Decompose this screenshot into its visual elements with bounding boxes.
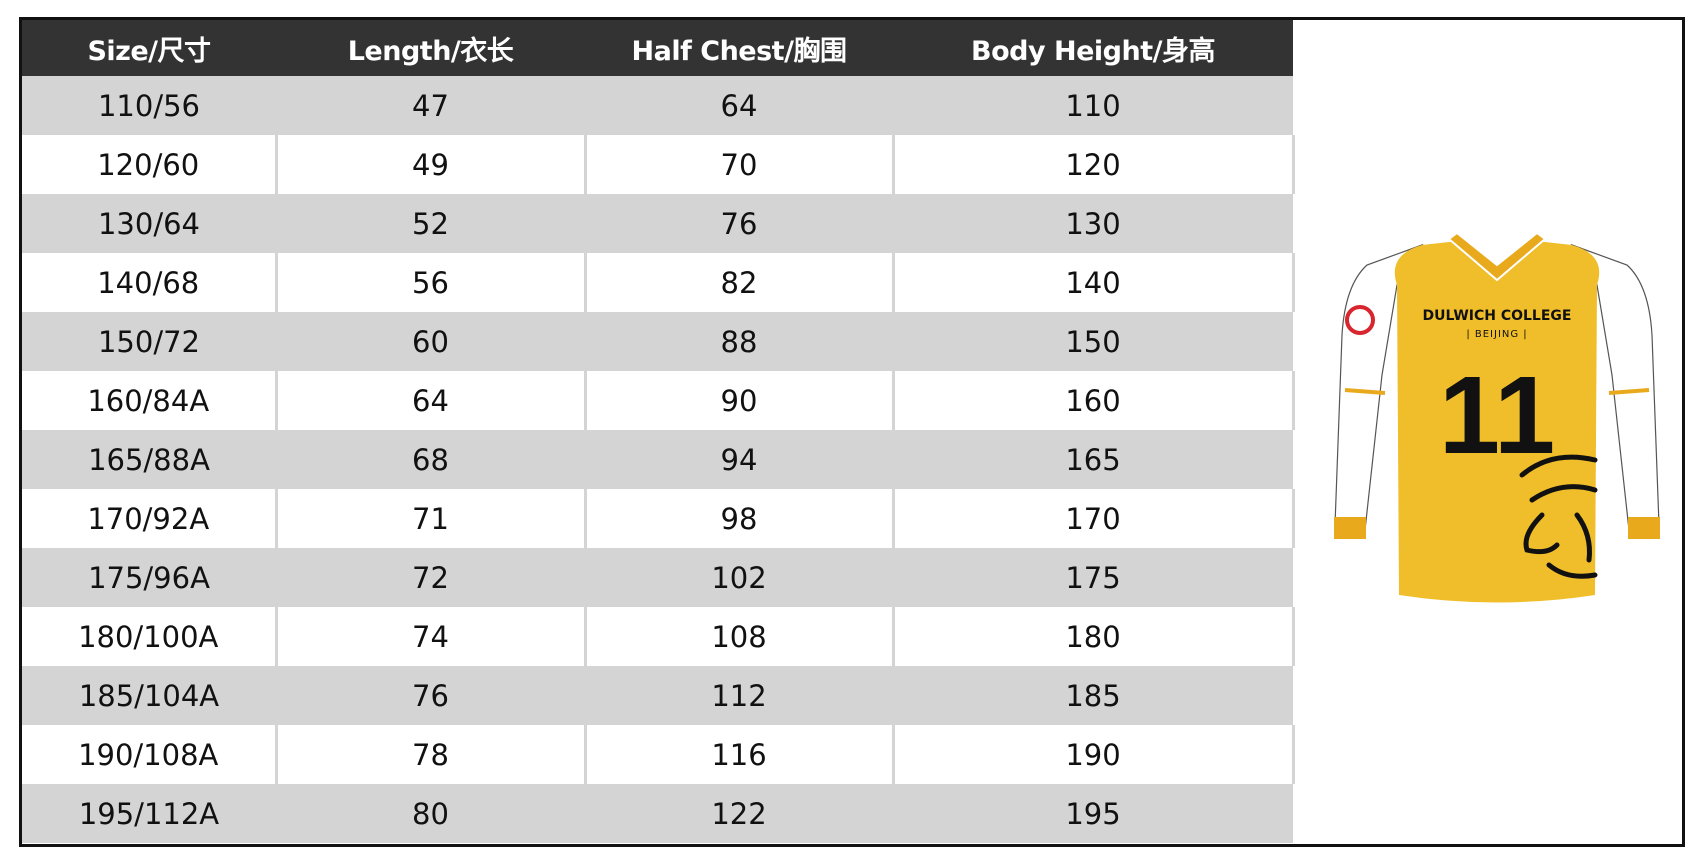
cell-body-height: 180 — [891, 607, 1295, 666]
cell-body-height: 120 — [891, 135, 1295, 194]
cell-size: 140/68 — [22, 253, 278, 312]
left-cuff — [1334, 517, 1366, 539]
collar — [1447, 231, 1547, 282]
header-length: Length/衣长 — [276, 20, 585, 76]
cell-length: 47 — [276, 76, 585, 135]
cell-half-chest: 98 — [583, 489, 895, 548]
table-row: 185/104A 76 112 185 — [22, 666, 1293, 725]
cell-half-chest: 102 — [585, 548, 893, 607]
cell-size: 120/60 — [22, 135, 278, 194]
cell-length: 56 — [274, 253, 587, 312]
cell-body-height: 160 — [891, 371, 1295, 430]
table-row: 140/68 56 82 140 — [22, 253, 1295, 312]
cell-half-chest: 82 — [583, 253, 895, 312]
header-size: Size/尺寸 — [22, 20, 276, 76]
cell-half-chest: 90 — [583, 371, 895, 430]
cell-half-chest: 70 — [583, 135, 895, 194]
cell-length: 49 — [274, 135, 587, 194]
cell-length: 80 — [276, 784, 585, 843]
cell-size: 195/112A — [22, 784, 276, 843]
cell-body-height: 140 — [891, 253, 1295, 312]
cell-length: 76 — [276, 666, 585, 725]
jersey-school: DULWICH COLLEGE — [1423, 308, 1572, 324]
cell-half-chest: 88 — [585, 312, 893, 371]
cell-size: 160/84A — [22, 371, 278, 430]
jersey-number: 11 — [1439, 354, 1555, 477]
cell-body-height: 195 — [893, 784, 1293, 843]
cell-size: 150/72 — [22, 312, 276, 371]
jersey-body — [1394, 240, 1600, 603]
jersey-image: DULWICH COLLEGE | BEIJING | 11 — [1334, 231, 1660, 603]
cell-half-chest: 64 — [585, 76, 893, 135]
cell-half-chest: 112 — [585, 666, 893, 725]
table-row: 175/96A 72 102 175 — [22, 548, 1293, 607]
table-row: 180/100A 74 108 180 — [22, 607, 1295, 666]
cell-body-height: 190 — [891, 725, 1295, 784]
table-header-row: Size/尺寸 Length/衣长 Half Chest/胸围 Body Hei… — [22, 20, 1293, 76]
cell-size: 175/96A — [22, 548, 276, 607]
table-row: 160/84A 64 90 160 — [22, 371, 1295, 430]
cell-size: 185/104A — [22, 666, 276, 725]
cell-size: 165/88A — [22, 430, 276, 489]
cell-size: 180/100A — [22, 607, 278, 666]
cell-body-height: 170 — [891, 489, 1295, 548]
cell-size: 190/108A — [22, 725, 278, 784]
cell-length: 74 — [274, 607, 587, 666]
table-row: 170/92A 71 98 170 — [22, 489, 1295, 548]
cell-length: 64 — [274, 371, 587, 430]
cell-body-height: 150 — [893, 312, 1293, 371]
cell-size: 110/56 — [22, 76, 276, 135]
jersey-campus: | BEIJING | — [1466, 329, 1527, 340]
size-chart: Size/尺寸 Length/衣长 Half Chest/胸围 Body Hei… — [19, 17, 1685, 847]
cell-body-height: 110 — [893, 76, 1293, 135]
cell-size: 170/92A — [22, 489, 278, 548]
header-half-chest: Half Chest/胸围 — [585, 20, 893, 76]
header-body-height: Body Height/身高 — [893, 20, 1293, 76]
table-row: 110/56 47 64 110 — [22, 76, 1293, 135]
table-row: 130/64 52 76 130 — [22, 194, 1293, 253]
cell-length: 71 — [274, 489, 587, 548]
lion-icon — [1519, 454, 1598, 579]
cell-half-chest: 116 — [583, 725, 895, 784]
cell-body-height: 185 — [893, 666, 1293, 725]
size-table: Size/尺寸 Length/衣长 Half Chest/胸围 Body Hei… — [22, 20, 1295, 843]
cell-length: 60 — [276, 312, 585, 371]
table-row: 150/72 60 88 150 — [22, 312, 1293, 371]
cell-length: 78 — [274, 725, 587, 784]
right-cuff — [1628, 517, 1660, 539]
table-row: 195/112A 80 122 195 — [22, 784, 1293, 843]
cell-half-chest: 94 — [585, 430, 893, 489]
table-row: 165/88A 68 94 165 — [22, 430, 1293, 489]
cell-length: 52 — [276, 194, 585, 253]
cell-length: 72 — [276, 548, 585, 607]
cell-body-height: 165 — [893, 430, 1293, 489]
table-row: 120/60 49 70 120 — [22, 135, 1295, 194]
cell-body-height: 175 — [893, 548, 1293, 607]
cell-size: 130/64 — [22, 194, 276, 253]
cell-half-chest: 108 — [583, 607, 895, 666]
sleeve-badge — [1345, 305, 1375, 335]
cell-body-height: 130 — [893, 194, 1293, 253]
table-row: 190/108A 78 116 190 — [22, 725, 1295, 784]
right-sleeve — [1570, 243, 1660, 531]
cell-half-chest: 122 — [585, 784, 893, 843]
cell-half-chest: 76 — [585, 194, 893, 253]
cell-length: 68 — [276, 430, 585, 489]
